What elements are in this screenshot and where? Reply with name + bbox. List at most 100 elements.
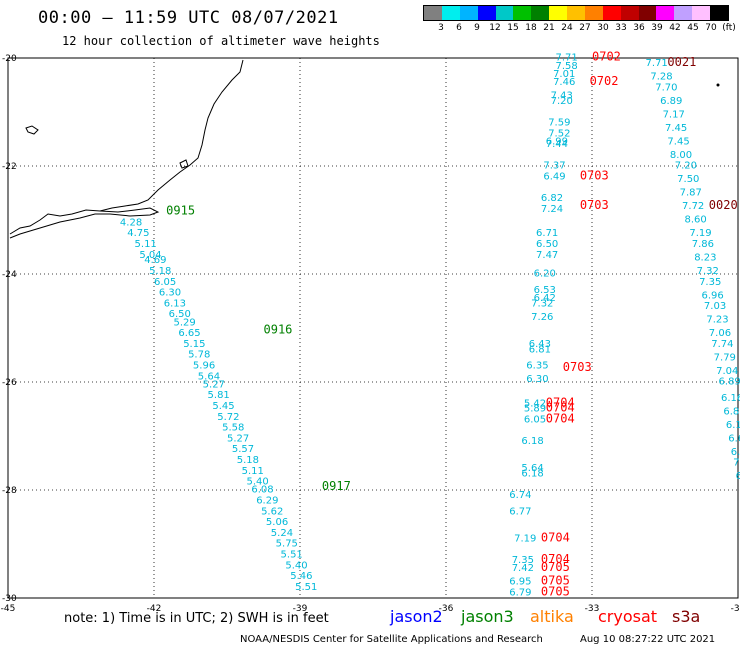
wave-height-label: 7.20 — [675, 161, 697, 172]
wave-height-label: 8.23 — [694, 253, 716, 264]
legend-label: 27 — [579, 23, 591, 33]
wave-height-label: 7.44 — [546, 139, 568, 150]
wave-height-label: 7.35 — [699, 277, 721, 288]
y-tick-label: -24 — [2, 270, 17, 280]
wave-height-label: 7.03 — [704, 301, 726, 312]
wave-height-label: 5.24 — [271, 528, 293, 539]
wave-height-label: 5.64 — [521, 463, 543, 474]
wave-height-label: 6.49 — [543, 172, 565, 183]
legend-swatch — [656, 6, 675, 20]
wave-height-label: 7.47 — [536, 250, 558, 261]
legend-label: 45 — [687, 23, 699, 33]
wave-height-label: 4.69 — [144, 255, 166, 266]
wave-height-label: 4.28 — [120, 217, 142, 228]
satellite-s3a: s3a — [672, 607, 701, 626]
satellite-jason3: jason3 — [461, 607, 514, 626]
wave-height-label: 5.29 — [173, 317, 195, 328]
wave-height-label: 6.05 — [524, 415, 546, 426]
wave-height-label: 5.81 — [208, 390, 230, 401]
wave-height-label: 6.16 — [721, 393, 740, 404]
wave-height-label: 6.82 — [541, 193, 563, 204]
legend-label: 70 — [705, 23, 717, 33]
legend-color-bar — [423, 5, 729, 21]
legend-label: (ft) — [722, 23, 736, 33]
wave-height-label: 7.06 — [709, 328, 731, 339]
legend-swatch — [424, 6, 442, 20]
x-tick-label: -45 — [1, 604, 16, 614]
wave-height-label: 7.86 — [692, 239, 714, 250]
wave-height-label: 7.71 — [646, 58, 668, 69]
y-tick-label: -30 — [2, 594, 17, 604]
y-tick-label: -28 — [2, 486, 17, 496]
legend-label: 39 — [651, 23, 663, 33]
island-dot-icon — [716, 83, 720, 87]
island-icon — [179, 159, 189, 169]
wave-height-label: 7.58 — [556, 61, 578, 72]
wave-height-label: 7.1 — [733, 458, 740, 469]
wave-height-label: 6.05 — [154, 277, 176, 288]
y-tick-label: -26 — [2, 378, 17, 388]
wave-height-label: 7.32 — [531, 298, 553, 309]
wave-height-label: 6.77 — [509, 506, 531, 517]
legend-swatch — [495, 6, 514, 20]
wave-height-label: 7.04 — [716, 366, 738, 377]
wave-height-label: 7.17 — [663, 109, 685, 120]
satellite-altika: altika — [530, 607, 574, 626]
wave-height-label: 5.51 — [295, 582, 317, 593]
wave-height-label: 6.29 — [256, 496, 278, 507]
legend-swatch — [710, 6, 728, 20]
pass-time-label: 0703 — [580, 198, 609, 212]
legend-label: 18 — [525, 23, 537, 33]
wave-height-label: 6.43 — [529, 339, 551, 350]
legend-swatch — [692, 6, 710, 20]
wave-height-label: 7.74 — [711, 339, 733, 350]
wave-height-label: 8.60 — [684, 215, 706, 226]
legend-swatch — [477, 6, 496, 20]
wave-height-label: 7.46 — [553, 77, 575, 88]
pass-time-label: 0704 — [541, 530, 570, 544]
wave-height-label: 7.37 — [543, 161, 565, 172]
legend-label: 30 — [597, 23, 609, 33]
wave-height-label: 6.53 — [534, 285, 556, 296]
wave-height-label: 7.42 — [512, 563, 534, 574]
wave-height-label: 6.18 — [521, 469, 543, 480]
pass-time-label: 0703 — [563, 360, 592, 374]
y-tick-label: -20 — [2, 54, 17, 64]
footer-note: note: 1) Time is in UTC; 2) SWH is in fe… — [64, 611, 329, 626]
generated-timestamp: Aug 10 08:27:22 UTC 2021 — [580, 634, 716, 645]
coastline-icon — [9, 207, 160, 239]
map-frame — [7, 57, 739, 599]
wave-height-label: 5.64 — [198, 371, 220, 382]
legend-label: 15 — [507, 23, 519, 33]
wave-height-label: 5.15 — [183, 339, 205, 350]
wave-height-label: 6.95 — [509, 577, 531, 588]
wave-height-label: 7.71 — [556, 53, 578, 64]
wave-height-label: 5.62 — [261, 506, 283, 517]
page-subtitle: 12 hour collection of altimeter wave hei… — [62, 34, 380, 48]
wave-height-label: 6.83 — [723, 406, 740, 417]
pass-time-label: 0020 — [709, 198, 738, 212]
legend-label: 3 — [438, 23, 444, 33]
legend-label: 36 — [633, 23, 645, 33]
wave-height-label: 6.16 — [726, 420, 740, 431]
x-tick-label: -33 — [585, 604, 600, 614]
wave-height-label: 6.6 — [736, 471, 740, 482]
wave-height-label: 7.52 — [548, 128, 570, 139]
wave-height-label: 5.96 — [193, 361, 215, 372]
wave-height-label: 6.30 — [159, 288, 181, 299]
pass-time-label: 0702 — [590, 74, 619, 88]
legend-label: 9 — [474, 23, 480, 33]
legend-swatch — [567, 6, 585, 20]
satellite-cryosat: cryosat — [598, 607, 658, 626]
wave-height-label: 4.75 — [127, 228, 149, 239]
wave-height-label: 6.89 — [660, 96, 682, 107]
pass-time-label: 0917 — [322, 479, 351, 493]
coastline-icon — [9, 59, 244, 235]
pass-time-label: 0703 — [580, 169, 609, 183]
y-tick-label: -22 — [2, 162, 17, 172]
credit-text: NOAA/NESDIS Center for Satellite Applica… — [240, 634, 543, 645]
wave-height-label: 6.50 — [169, 309, 191, 320]
wave-height-label: 5.11 — [135, 239, 157, 250]
wave-height-label: 5.40 — [285, 560, 307, 571]
wave-height-label: 7.24 — [541, 204, 563, 215]
